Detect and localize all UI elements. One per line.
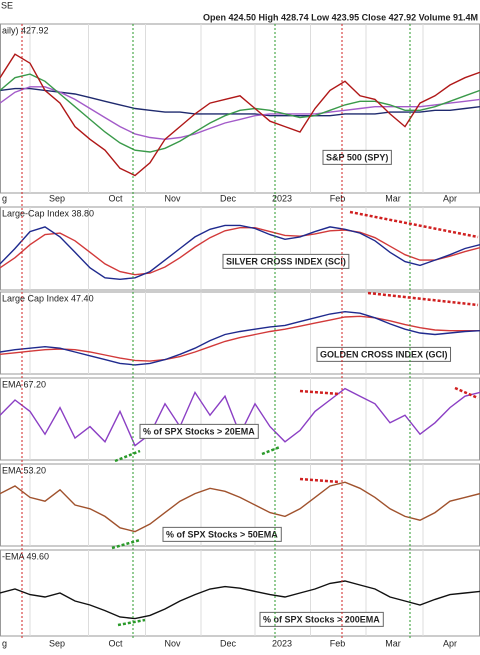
series-line	[0, 86, 480, 141]
x-tick-label: Nov	[164, 638, 181, 648]
annotation: % of SPX Stocks > 50EMA	[166, 529, 278, 539]
series-line	[0, 580, 480, 620]
quote: Open 424.50 High 428.74 Low 423.95 Close…	[203, 12, 478, 22]
annotation: % of SPX Stocks > 20EMA	[143, 426, 255, 436]
series-line	[0, 87, 480, 117]
panel-label: aily) 427.92	[2, 25, 49, 35]
x-tick-label: Apr	[443, 638, 457, 648]
annotation: SILVER CROSS INDEX (SCI)	[226, 256, 346, 266]
x-tick-label: Nov	[164, 193, 181, 203]
x-tick-label: g	[2, 193, 7, 203]
x-tick-label: Sep	[49, 193, 65, 203]
panel	[0, 549, 480, 637]
x-tick-label: 2023	[272, 638, 292, 648]
trend-lines	[111, 210, 479, 627]
trend-line	[114, 449, 141, 463]
x-tick-label: Oct	[108, 638, 123, 648]
series-line	[0, 53, 480, 177]
trend-line	[117, 618, 146, 627]
trend-line	[299, 389, 341, 396]
panel-label: -EMA 49.60	[2, 551, 49, 561]
annotation: % of SPX Stocks > 200EMA	[263, 614, 380, 624]
annotation-box	[316, 346, 452, 362]
x-tick-label: Mar	[385, 193, 401, 203]
trend-line	[454, 386, 479, 400]
annotation-box	[322, 149, 392, 165]
annotation-box	[259, 611, 384, 627]
x-tick-label: Apr	[443, 193, 457, 203]
annotation-box	[162, 526, 282, 542]
series-line	[0, 73, 480, 153]
trend-line	[349, 210, 479, 239]
series-line	[0, 315, 480, 362]
x-tick-label: Dec	[220, 638, 237, 648]
panel-label: EMA 67.20	[2, 379, 46, 389]
x-tick-label: g	[2, 638, 7, 648]
trend-line	[367, 291, 479, 307]
trend-line	[299, 477, 341, 484]
x-tick-label: Dec	[220, 193, 237, 203]
ticker: SE	[1, 0, 13, 10]
x-tick-label: Sep	[49, 638, 65, 648]
series-line	[0, 227, 480, 276]
panel-label: Large Cap Index 47.40	[2, 293, 94, 303]
panel	[0, 23, 480, 194]
annotation-box	[222, 253, 350, 269]
annotation: S&P 500 (SPY)	[326, 152, 388, 162]
annotation-box	[139, 423, 259, 439]
series-line	[0, 224, 480, 281]
panel-label: EMA 53.20	[2, 465, 46, 475]
x-tick-label: Mar	[385, 638, 401, 648]
x-tick-label: Feb	[330, 193, 346, 203]
panel-label: Large-Cap Index 38.80	[2, 208, 94, 218]
panel	[0, 206, 480, 291]
x-tick-label: Feb	[330, 638, 346, 648]
panel	[0, 377, 480, 461]
annotation: GOLDEN CROSS INDEX (GCI)	[320, 349, 448, 359]
trend-line	[261, 445, 281, 456]
x-tick-label: 2023	[272, 193, 292, 203]
series-line	[0, 310, 480, 366]
series-line	[0, 481, 480, 533]
x-tick-label: Oct	[108, 193, 123, 203]
panels: g Sep Oct Nov Dec 2023 Feb Mar Apr aily) 427.92 S&…	[0, 23, 480, 648]
